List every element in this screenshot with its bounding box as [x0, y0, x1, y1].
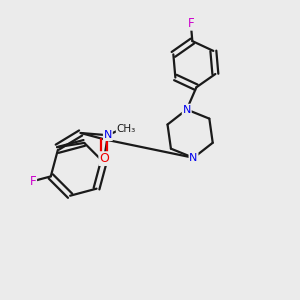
Text: O: O [99, 152, 109, 165]
Text: CH₃: CH₃ [117, 124, 136, 134]
Text: F: F [30, 175, 36, 188]
Text: N: N [189, 153, 198, 163]
Text: N: N [182, 104, 191, 115]
Text: F: F [188, 17, 194, 30]
Text: N: N [104, 130, 112, 140]
